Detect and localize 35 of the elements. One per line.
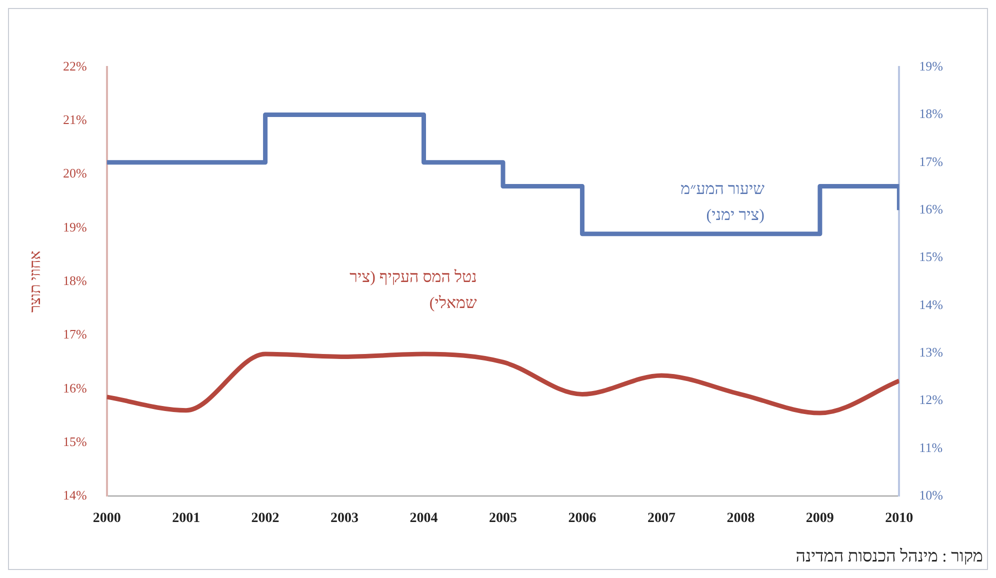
y2-tick-label: 12% xyxy=(919,392,944,408)
y2-tick-label: 18% xyxy=(919,106,944,122)
y-tick-label: 18% xyxy=(62,273,87,288)
text: מקור : מינהל הכנסות המדינה xyxy=(796,546,983,566)
y2-tick-label: 13% xyxy=(919,344,944,360)
y-tick-label: 21% xyxy=(62,112,87,128)
y-tick-label: 15% xyxy=(62,434,87,449)
y2-tick-label: 10% xyxy=(919,488,944,503)
x-tick-label: 2010 xyxy=(885,511,914,526)
x-tick-label: 2000 xyxy=(92,511,121,526)
x-tick-label: 2002 xyxy=(251,511,280,526)
x-tick-label: 2005 xyxy=(489,511,517,526)
y-axis-title: אחוזי תוצר xyxy=(28,250,44,312)
x-tick-label: 2004 xyxy=(410,511,438,526)
y-tick-label: 14% xyxy=(62,488,87,503)
y-tick-label: 17% xyxy=(62,326,87,342)
y-tick-label: 22% xyxy=(62,58,87,74)
x-tick-label: 2009 xyxy=(806,511,834,526)
y2-tick-label: 19% xyxy=(919,58,944,74)
x-tick-label: 2003 xyxy=(330,511,359,526)
y2-tick-label: 15% xyxy=(919,249,944,264)
x-tick-label: 2007 xyxy=(647,511,676,526)
y-tick-label: 20% xyxy=(62,166,87,181)
y2-tick-label: 14% xyxy=(919,296,944,312)
y2-tick-label: 11% xyxy=(919,440,943,455)
x-tick-label: 2008 xyxy=(726,511,755,526)
y2-tick-label: 17% xyxy=(919,154,944,169)
x-tick-label: 2001 xyxy=(172,511,200,526)
line-series xyxy=(106,352,900,416)
y2-tick-label: 16% xyxy=(919,201,944,216)
series-label: שיעור המע״מ (ציר ימני) xyxy=(680,181,766,224)
text: נטל המס העקיף (ציר שמאלי) xyxy=(350,268,478,312)
y-tick-label: 16% xyxy=(62,380,87,396)
y-tick-label: 19% xyxy=(62,219,87,234)
x-tick-label: 2006 xyxy=(568,511,596,526)
